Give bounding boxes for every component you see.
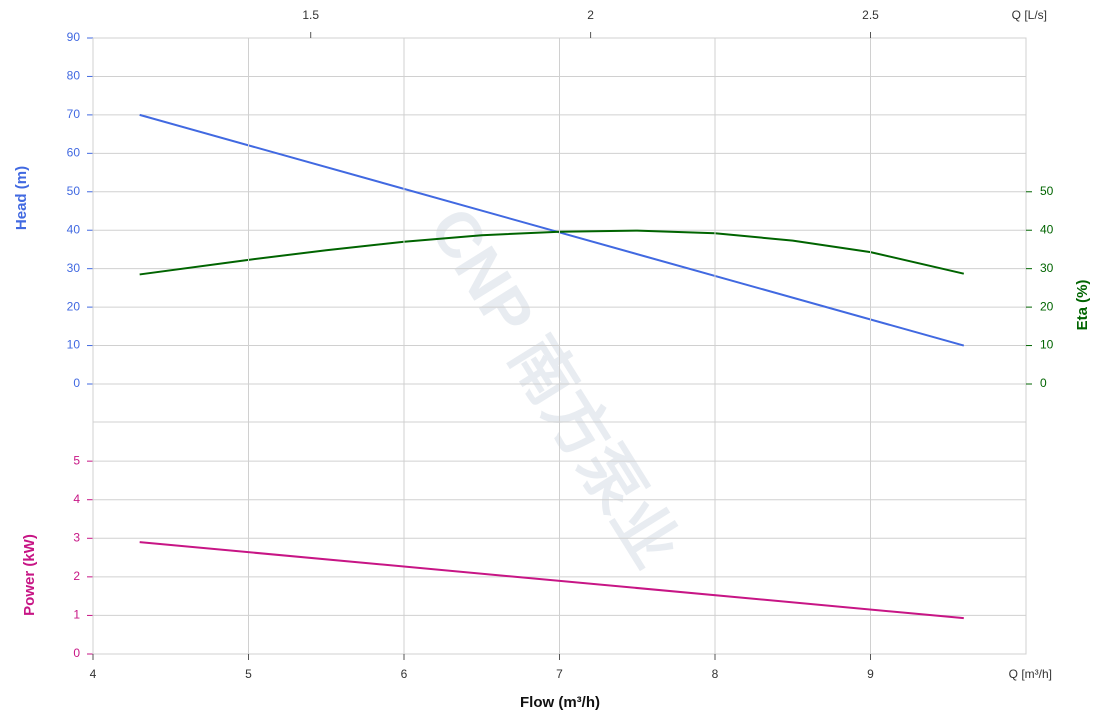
line-series <box>139 541 964 620</box>
x-axis-label: Flow (m³/h) <box>520 694 600 711</box>
y-tick-label: 0 <box>73 376 80 390</box>
x2-axis-label: Q [L/s] <box>1012 8 1047 22</box>
y-tick-label: 80 <box>67 69 81 83</box>
x-unit-label: Q [m³/h] <box>1009 667 1052 681</box>
y2-tick-label: 30 <box>1040 261 1054 275</box>
line-series <box>139 113 965 347</box>
y-tick-label: 60 <box>67 146 81 160</box>
y-tick-label: 5 <box>73 453 80 467</box>
y-tick-label: 10 <box>67 338 81 352</box>
x-tick-label: 7 <box>556 667 563 681</box>
y-tick-label: 4 <box>73 492 80 506</box>
y-tick-label: 2 <box>73 569 80 583</box>
watermark: CNP 南方泵业 <box>416 195 693 579</box>
y2-tick-label: 40 <box>1040 222 1054 236</box>
y-tick-label: 20 <box>67 299 81 313</box>
y-tick-label: 1 <box>73 608 80 622</box>
y-axis-label: Power (kW) <box>21 534 38 616</box>
line-series <box>139 229 965 276</box>
y-tick-label: 3 <box>73 530 80 544</box>
x-tick-label: 9 <box>867 667 874 681</box>
x2-tick-label: 2.5 <box>862 8 879 22</box>
x-tick-label: 5 <box>245 667 252 681</box>
y2-tick-label: 50 <box>1040 184 1054 198</box>
x-tick-label: 8 <box>712 667 719 681</box>
y-tick-label: 50 <box>67 184 81 198</box>
y-tick-label: 0 <box>73 646 80 660</box>
y-tick-label: 40 <box>67 222 81 236</box>
x-tick-label: 6 <box>401 667 408 681</box>
x-tick-label: 4 <box>90 667 97 681</box>
x2-tick-label: 1.5 <box>302 8 319 22</box>
y2-tick-label: 20 <box>1040 299 1054 313</box>
y2-tick-label: 10 <box>1040 338 1054 352</box>
y-tick-label: 30 <box>67 261 81 275</box>
y2-axis-label: Eta (%) <box>1074 280 1091 331</box>
y-axis-label: Head (m) <box>13 166 30 230</box>
x2-tick-label: 2 <box>587 8 594 22</box>
y-tick-label: 70 <box>67 107 81 121</box>
y-tick-label: 90 <box>67 30 81 44</box>
y2-tick-label: 0 <box>1040 376 1047 390</box>
